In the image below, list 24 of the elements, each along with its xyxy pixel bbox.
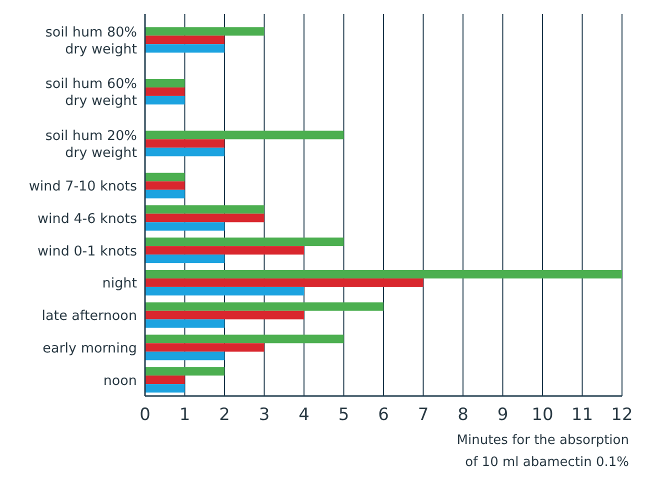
y-tick-label: wind 0-1 knots — [37, 243, 137, 260]
x-tick-label: 7 — [418, 405, 429, 425]
y-tick-label: night — [102, 276, 137, 292]
x-tick-label: 11 — [571, 405, 594, 425]
y-tick-label: wind 4-6 knots — [37, 210, 137, 227]
y-tick-label: soil hum 20% dry weight — [45, 128, 138, 161]
x-tick-label: 9 — [497, 405, 508, 425]
x-tick-label: 5 — [338, 405, 350, 425]
x-tick-label: 10 — [532, 405, 554, 425]
y-tick-label: soil hum 60% dry weight — [45, 76, 138, 110]
x-tick-label: 6 — [378, 405, 389, 425]
x-tick-label: 1 — [179, 405, 190, 425]
x-axis-title: Minutes for the absorption of 10 ml abamectin 0.1% — [456, 433, 629, 470]
y-tick-label: late afternoon — [42, 308, 137, 324]
x-tick-label: 8 — [458, 405, 468, 425]
y-tick-label: soil hum 80% dry weight — [45, 24, 138, 58]
x-tick-label: 3 — [258, 405, 270, 425]
y-tick-label: early morning — [42, 340, 137, 356]
y-tick-label: wind 7-10 knots — [28, 178, 137, 195]
x-tick-label: 2 — [219, 405, 230, 425]
y-tick-label: noon — [103, 372, 137, 389]
x-tick-label: 0 — [140, 405, 150, 425]
x-tick-label: 12 — [611, 405, 633, 425]
x-tick-label: 4 — [298, 405, 310, 425]
